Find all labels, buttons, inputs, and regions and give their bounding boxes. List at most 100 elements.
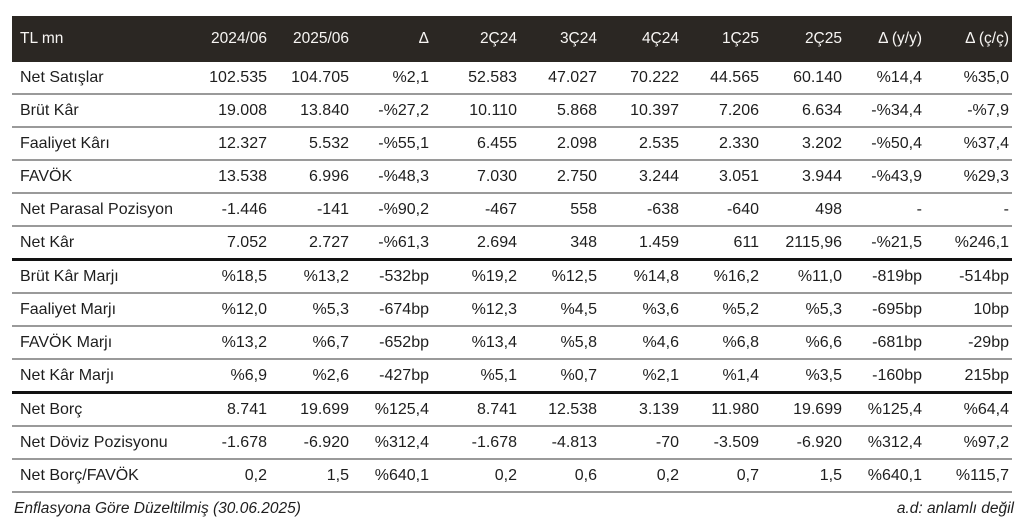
column-header: Δ xyxy=(352,16,432,62)
table-cell: 348 xyxy=(520,226,600,261)
table-cell: 104.705 xyxy=(270,62,352,95)
table-cell: %4,6 xyxy=(600,326,682,360)
table-cell: %11,0 xyxy=(762,259,845,294)
table-cell: -427bp xyxy=(352,359,432,394)
table-cell: 3.139 xyxy=(600,392,682,427)
column-header: 2025/06 xyxy=(270,16,352,62)
footnote-inflation-adjusted: Enflasyona Göre Düzeltilmiş (30.06.2025) xyxy=(14,500,301,517)
table-cell: %29,3 xyxy=(925,160,1012,194)
table-cell: 11.980 xyxy=(682,392,762,427)
table-cell: %125,4 xyxy=(352,392,432,427)
table-cell: -6.920 xyxy=(270,426,352,460)
table-cell: %16,2 xyxy=(682,259,762,294)
table-cell: -%21,5 xyxy=(845,226,925,261)
table-row: Net Kâr 7.052 2.727 -%61,3 2.694 348 1.459 611 2… xyxy=(12,226,1012,261)
table-cell: %312,4 xyxy=(845,426,925,460)
table-cell: 1,5 xyxy=(270,459,352,493)
column-header: 3Ç24 xyxy=(520,16,600,62)
row-label: Net Kâr xyxy=(12,226,187,261)
row-label: Net Kâr Marjı xyxy=(12,359,187,394)
table-cell: 215bp xyxy=(925,359,1012,394)
column-header: 2Ç24 xyxy=(432,16,520,62)
table-cell: %64,4 xyxy=(925,392,1012,427)
footnote-abbreviation: a.d: anlamlı değil xyxy=(896,500,1014,517)
row-label: Faaliyet Kârı xyxy=(12,127,187,161)
table-cell: 2.330 xyxy=(682,127,762,161)
column-header: 1Ç25 xyxy=(682,16,762,62)
table-cell: %12,5 xyxy=(520,259,600,294)
table-cell: %14,8 xyxy=(600,259,682,294)
row-label: FAVÖK Marjı xyxy=(12,326,187,360)
table-cell: -674bp xyxy=(352,293,432,327)
table-cell: -695bp xyxy=(845,293,925,327)
row-label: Net Borç/FAVÖK xyxy=(12,459,187,493)
table-cell: 3.202 xyxy=(762,127,845,161)
table-cell: 0,7 xyxy=(682,459,762,493)
table-cell: 3.944 xyxy=(762,160,845,194)
table-cell: 2115,96 xyxy=(762,226,845,261)
table-cell: 47.027 xyxy=(520,62,600,95)
table-cell: 2.750 xyxy=(520,160,600,194)
table-cell: -652bp xyxy=(352,326,432,360)
table-cell: -%55,1 xyxy=(352,127,432,161)
table-cell: -%34,4 xyxy=(845,94,925,128)
table-cell: 2.694 xyxy=(432,226,520,261)
table-cell: %37,4 xyxy=(925,127,1012,161)
table-cell: 498 xyxy=(762,193,845,227)
column-header: 4Ç24 xyxy=(600,16,682,62)
table-cell: 12.538 xyxy=(520,392,600,427)
table-cell: 60.140 xyxy=(762,62,845,95)
table-cell: %125,4 xyxy=(845,392,925,427)
table-cell: -%50,4 xyxy=(845,127,925,161)
table-cell: 44.565 xyxy=(682,62,762,95)
column-header: 2Ç25 xyxy=(762,16,845,62)
table-row: Brüt Kâr Marjı %18,5 %13,2 -532bp %19,2 %12,5… xyxy=(12,259,1012,294)
table-cell: - xyxy=(925,193,1012,227)
row-label: Net Satışlar xyxy=(12,62,187,95)
table-cell: %12,0 xyxy=(187,293,270,327)
table-cell: 6.996 xyxy=(270,160,352,194)
table-cell: 19.008 xyxy=(187,94,270,128)
table-cell: -819bp xyxy=(845,259,925,294)
row-label: Faaliyet Marjı xyxy=(12,293,187,327)
table-cell: %13,4 xyxy=(432,326,520,360)
table-cell: %6,7 xyxy=(270,326,352,360)
table-cell: -532bp xyxy=(352,259,432,294)
table-row: Net Borç 8.741 19.699 %125,4 8.741 12.538 3.13… xyxy=(12,392,1012,427)
table-cell: %14,4 xyxy=(845,62,925,95)
table-cell: 19.699 xyxy=(762,392,845,427)
table-cell: %35,0 xyxy=(925,62,1012,95)
unit-label-header: TL mn xyxy=(12,16,187,62)
table-row: Net Parasal Pozisyon -1.446 -141 -%90,2 -467… xyxy=(12,193,1012,227)
table-cell: -%27,2 xyxy=(352,94,432,128)
table-cell: -160bp xyxy=(845,359,925,394)
table-row: Net Döviz Pozisyonu -1.678 -6.920 %312,4 -1.… xyxy=(12,426,1012,460)
table-cell: 6.634 xyxy=(762,94,845,128)
table-cell: -%7,9 xyxy=(925,94,1012,128)
table-cell: -%43,9 xyxy=(845,160,925,194)
table-cell: 558 xyxy=(520,193,600,227)
table-cell: -681bp xyxy=(845,326,925,360)
table-cell: 0,2 xyxy=(187,459,270,493)
table-cell: %4,5 xyxy=(520,293,600,327)
table-cell: -4.813 xyxy=(520,426,600,460)
table-cell: %2,1 xyxy=(600,359,682,394)
table-cell: %6,9 xyxy=(187,359,270,394)
table-cell: 2.535 xyxy=(600,127,682,161)
table-cell: - xyxy=(845,193,925,227)
table-cell: -1.446 xyxy=(187,193,270,227)
table-cell: 19.699 xyxy=(270,392,352,427)
table-cell: 52.583 xyxy=(432,62,520,95)
table-row: Faaliyet Marjı %12,0 %5,3 -674bp %12,3 %4,5 %3… xyxy=(12,293,1012,327)
table-cell: 611 xyxy=(682,226,762,261)
table-cell: %5,3 xyxy=(270,293,352,327)
table-cell: -640 xyxy=(682,193,762,227)
table-cell: %13,2 xyxy=(270,259,352,294)
table-cell: %312,4 xyxy=(352,426,432,460)
table-cell: 0,2 xyxy=(432,459,520,493)
table-cell: 6.455 xyxy=(432,127,520,161)
column-header: 2024/06 xyxy=(187,16,270,62)
table-cell: -1.678 xyxy=(187,426,270,460)
table-cell: %640,1 xyxy=(352,459,432,493)
table-cell: %5,2 xyxy=(682,293,762,327)
